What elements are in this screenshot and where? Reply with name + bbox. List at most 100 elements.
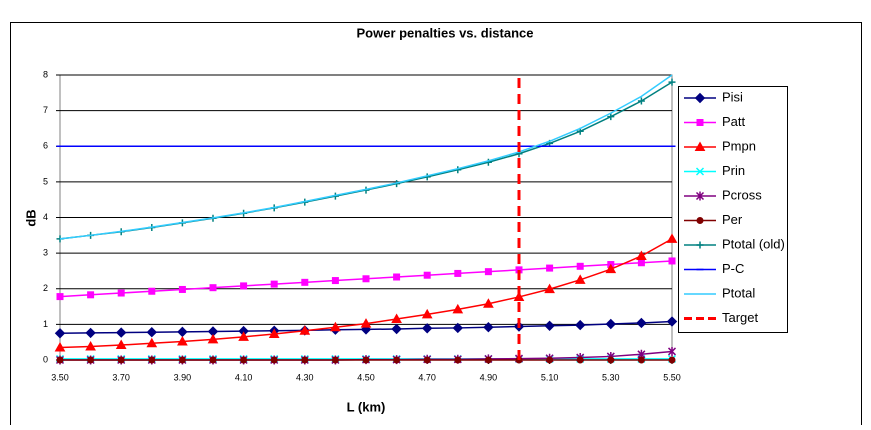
marker (454, 269, 462, 277)
marker (299, 325, 311, 335)
x-tick-label: 4.30 (296, 372, 314, 382)
marker (484, 268, 492, 276)
marker (177, 335, 188, 346)
y-tick-label: 4 (43, 212, 48, 222)
marker (666, 316, 678, 327)
legend-label: P-C (722, 261, 744, 276)
marker (268, 328, 280, 338)
marker (696, 241, 704, 249)
marker (574, 319, 586, 331)
y-tick-label: 8 (43, 69, 48, 79)
marker (117, 356, 125, 364)
y-tick-label: 6 (43, 141, 48, 151)
x-tick-label: 4.10 (235, 372, 253, 382)
marker (423, 271, 431, 279)
marker (85, 327, 96, 339)
x-tick-label: 4.70 (418, 372, 436, 382)
marker (452, 322, 464, 334)
marker (362, 275, 370, 283)
x-tick-label: 3.70 (112, 372, 130, 382)
marker (421, 308, 433, 319)
marker (667, 346, 677, 356)
marker (574, 274, 586, 284)
marker (607, 113, 615, 121)
y-tick-label: 2 (43, 283, 48, 293)
marker (301, 356, 309, 364)
x-axis-label: L (km) (347, 399, 386, 414)
marker (209, 284, 217, 292)
marker (636, 250, 647, 260)
legend-label: Pcross (722, 187, 762, 202)
marker (393, 356, 401, 364)
marker (54, 342, 66, 352)
marker (362, 356, 370, 364)
marker (483, 298, 494, 308)
legend-label: Pmpn (722, 138, 756, 153)
marker (391, 323, 402, 335)
marker (668, 78, 676, 86)
chart-title: Power penalties vs. distance (356, 25, 533, 40)
legend (678, 86, 788, 333)
y-tick-label: 5 (43, 176, 48, 186)
marker (668, 356, 676, 364)
marker (117, 289, 125, 297)
marker (209, 356, 217, 364)
marker (148, 287, 156, 295)
y-tick-label: 1 (43, 319, 48, 329)
marker (576, 262, 584, 270)
marker (301, 278, 309, 286)
marker (331, 277, 339, 285)
legend-label: Ptotal (722, 285, 755, 300)
marker (637, 356, 645, 364)
y-tick-label: 3 (43, 248, 48, 258)
marker (423, 356, 431, 364)
x-tick-label: 4.90 (480, 372, 498, 382)
x-tick-label: 5.50 (663, 372, 681, 382)
marker (544, 320, 555, 332)
marker (240, 356, 248, 364)
marker (694, 92, 706, 104)
marker (695, 191, 705, 201)
marker (146, 337, 158, 348)
marker (270, 280, 278, 288)
marker (515, 266, 523, 274)
marker (452, 303, 464, 314)
marker (87, 356, 95, 364)
series-line (59, 74, 673, 240)
marker (544, 283, 555, 294)
marker (421, 323, 433, 334)
legend-label: Prin (722, 163, 745, 178)
marker (454, 356, 462, 364)
y-tick-label: 0 (43, 354, 48, 364)
x-tick-label: 5.30 (602, 372, 620, 382)
x-tick-label: 5.10 (541, 372, 559, 382)
marker (576, 356, 584, 364)
marker (636, 317, 647, 329)
marker (666, 233, 678, 243)
marker (484, 158, 492, 166)
marker (115, 327, 127, 338)
legend-label: Per (722, 212, 743, 227)
marker (391, 313, 402, 324)
marker (605, 318, 617, 330)
marker (85, 340, 96, 351)
marker (146, 327, 158, 338)
marker (637, 259, 645, 267)
x-tick-label: 3.90 (174, 372, 192, 382)
marker (546, 264, 554, 272)
marker (513, 291, 525, 301)
legend-label: Target (722, 310, 759, 325)
marker (696, 119, 704, 126)
marker (360, 318, 372, 328)
marker (607, 356, 615, 364)
marker (56, 293, 64, 301)
marker (270, 356, 278, 364)
marker (56, 356, 64, 364)
marker (695, 167, 705, 176)
marker (694, 141, 706, 151)
legend-label: Pisi (722, 89, 743, 104)
marker (178, 356, 186, 364)
marker (605, 263, 617, 274)
